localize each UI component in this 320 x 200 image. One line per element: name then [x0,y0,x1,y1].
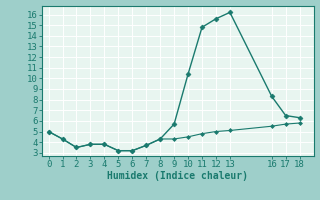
X-axis label: Humidex (Indice chaleur): Humidex (Indice chaleur) [107,171,248,181]
